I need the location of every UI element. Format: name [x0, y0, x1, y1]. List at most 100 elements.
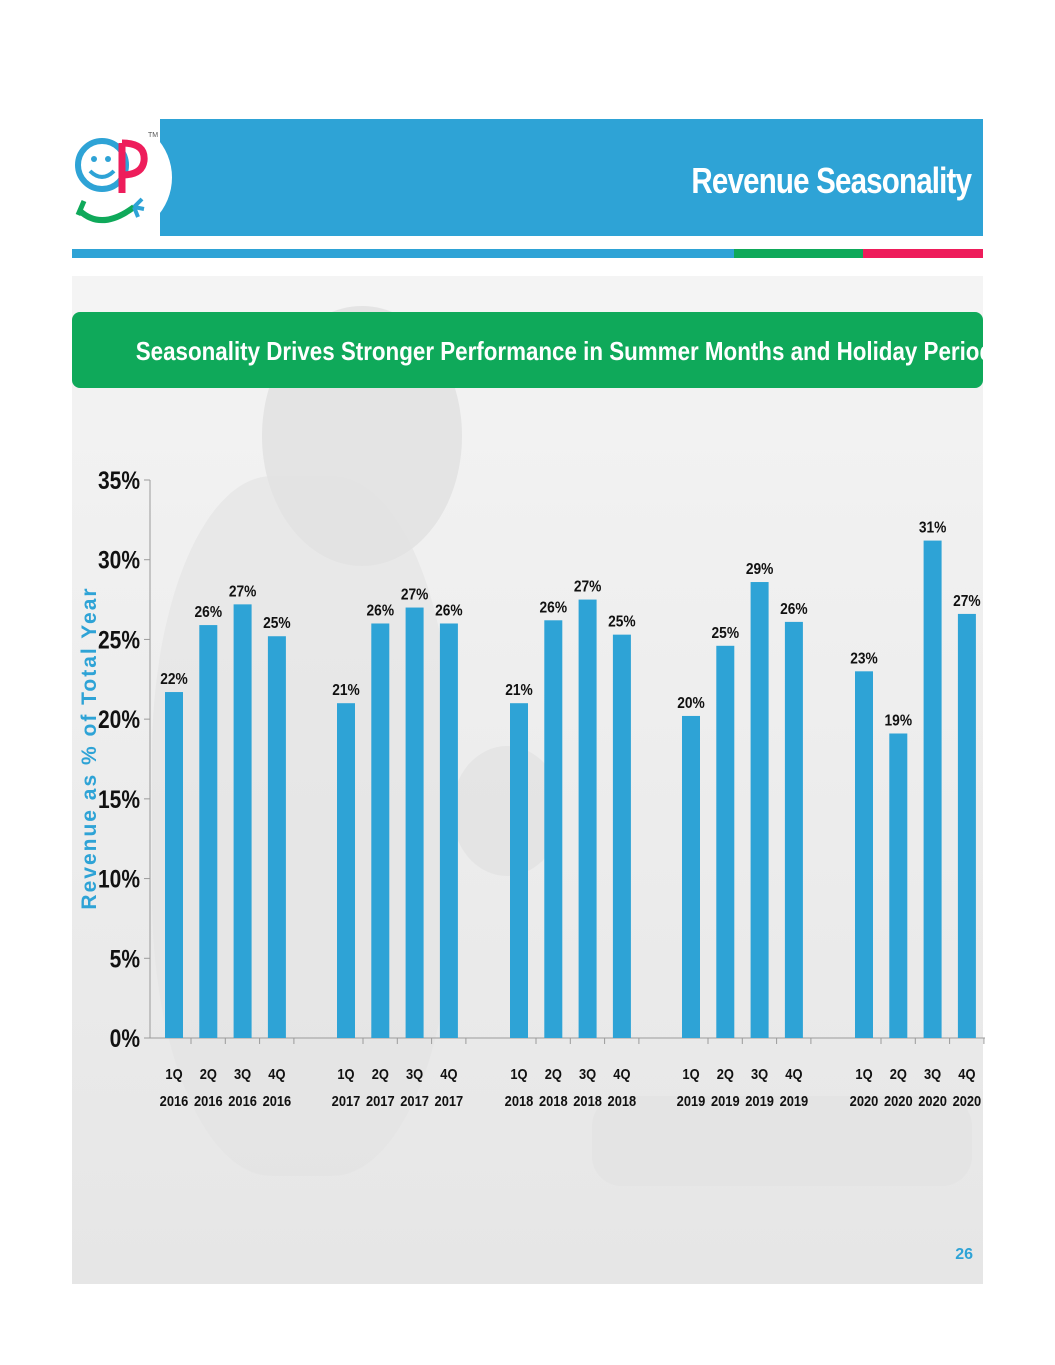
x-tick-year: 2019	[780, 1092, 809, 1109]
data-label: 27%	[401, 586, 429, 604]
x-tick-quarter: 3Q	[234, 1065, 251, 1082]
x-tick-year: 2020	[850, 1092, 879, 1109]
x-tick-year: 2019	[711, 1092, 740, 1109]
data-label: 25%	[263, 614, 291, 632]
x-tick-quarter: 1Q	[855, 1065, 872, 1082]
data-label: 26%	[435, 602, 463, 620]
bar	[682, 715, 700, 1038]
x-tick-quarter: 1Q	[165, 1065, 182, 1082]
x-tick-year: 2019	[677, 1092, 706, 1109]
x-tick-quarter: 4Q	[268, 1065, 285, 1082]
bar	[233, 604, 252, 1038]
x-tick-year: 2019	[745, 1092, 774, 1109]
bar	[923, 540, 942, 1038]
bar	[889, 733, 908, 1038]
divider-pink	[863, 249, 983, 258]
x-tick-year: 2018	[573, 1092, 602, 1109]
x-tick-year: 2020	[953, 1092, 982, 1109]
divider-blue	[72, 249, 734, 258]
data-label: 25%	[712, 624, 740, 642]
data-label: 21%	[332, 681, 360, 699]
data-label: 21%	[505, 681, 533, 699]
bar	[405, 607, 424, 1038]
data-label: 27%	[953, 592, 981, 610]
bar	[957, 613, 976, 1038]
data-label: 26%	[195, 603, 223, 621]
data-label: 27%	[574, 578, 602, 596]
bar	[578, 599, 597, 1038]
divider-green	[734, 249, 863, 258]
y-tick-label: 20%	[98, 705, 140, 733]
x-tick-quarter: 2Q	[372, 1065, 389, 1082]
x-tick-quarter: 4Q	[785, 1065, 802, 1082]
photo-table	[592, 1096, 972, 1186]
x-tick-quarter: 4Q	[613, 1065, 630, 1082]
bar	[371, 623, 390, 1038]
bar	[267, 636, 286, 1038]
x-tick-year: 2016	[160, 1092, 189, 1109]
x-tick-quarter: 1Q	[510, 1065, 527, 1082]
y-tick-label: 25%	[98, 626, 140, 654]
data-label: 25%	[608, 613, 636, 631]
page-title: Revenue Seasonality	[691, 160, 972, 201]
bar	[199, 625, 218, 1038]
y-tick-label: 10%	[98, 865, 140, 893]
x-tick-quarter: 1Q	[337, 1065, 354, 1082]
x-tick-quarter: 4Q	[440, 1065, 457, 1082]
y-tick-label: 30%	[98, 546, 140, 574]
bar	[855, 671, 873, 1038]
bar	[165, 692, 183, 1038]
x-tick-year: 2017	[435, 1092, 464, 1109]
data-label: 26%	[780, 600, 808, 618]
bar	[750, 582, 769, 1038]
x-tick-year: 2020	[918, 1092, 947, 1109]
x-tick-quarter: 3Q	[579, 1065, 596, 1082]
photo-child-head	[452, 746, 562, 876]
x-tick-year: 2020	[884, 1092, 913, 1109]
y-axis-title: Revenue as % of Total Year	[78, 586, 101, 909]
data-label: 20%	[677, 694, 705, 712]
y-tick-label: 35%	[98, 466, 140, 494]
x-tick-year: 2018	[608, 1092, 637, 1109]
data-label: 23%	[850, 649, 878, 667]
subtitle-banner: Seasonality Drives Stronger Performance …	[72, 312, 1006, 388]
x-tick-quarter: 3Q	[924, 1065, 941, 1082]
x-tick-year: 2016	[228, 1092, 257, 1109]
data-label: 29%	[746, 560, 774, 578]
subtitle-text: Seasonality Drives Stronger Performance …	[135, 336, 1006, 366]
x-tick-quarter: 4Q	[958, 1065, 975, 1082]
x-tick-quarter: 3Q	[406, 1065, 423, 1082]
bar	[439, 623, 458, 1038]
bar	[784, 621, 803, 1038]
bar	[544, 620, 563, 1038]
x-tick-year: 2018	[539, 1092, 568, 1109]
x-tick-year: 2016	[263, 1092, 292, 1109]
bar	[612, 634, 631, 1038]
x-tick-quarter: 2Q	[717, 1065, 734, 1082]
data-label: 22%	[160, 670, 188, 688]
x-tick-quarter: 2Q	[200, 1065, 217, 1082]
logo-mark: TM	[148, 132, 158, 139]
x-tick-year: 2017	[366, 1092, 395, 1109]
data-label: 19%	[885, 712, 913, 730]
x-tick-year: 2016	[194, 1092, 223, 1109]
y-tick-label: 15%	[98, 785, 140, 813]
x-tick-year: 2017	[332, 1092, 361, 1109]
bar	[337, 703, 355, 1038]
data-label: 27%	[229, 582, 257, 600]
header-band	[160, 119, 983, 236]
logo: TM	[72, 119, 172, 236]
data-label: 26%	[367, 602, 395, 620]
y-tick-label: 5%	[110, 945, 140, 973]
x-tick-quarter: 2Q	[890, 1065, 907, 1082]
x-tick-quarter: 2Q	[545, 1065, 562, 1082]
y-tick-label: 0%	[110, 1024, 140, 1052]
x-tick-year: 2017	[400, 1092, 429, 1109]
data-label: 31%	[919, 519, 947, 537]
x-tick-quarter: 3Q	[751, 1065, 768, 1082]
x-tick-year: 2018	[505, 1092, 534, 1109]
x-tick-quarter: 1Q	[682, 1065, 699, 1082]
data-label: 26%	[540, 598, 568, 616]
page-number: 26	[955, 1246, 973, 1263]
